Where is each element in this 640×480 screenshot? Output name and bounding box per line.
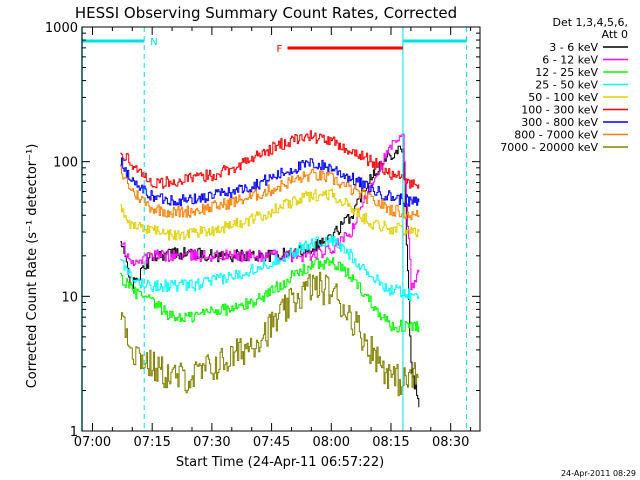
x-tick-label: 08:30 (432, 435, 469, 450)
legend-label-2: 12 - 25 keV (535, 66, 598, 79)
x-tick-label: 08:00 (313, 435, 350, 450)
series-line-0 (120, 145, 420, 408)
series-line-3 (120, 234, 420, 302)
legend-header-line-2: Att 0 (602, 28, 628, 41)
legend-label-8: 7000 - 20000 keV (500, 141, 598, 154)
y-tick-label: 1000 (45, 21, 78, 36)
legend-label-1: 6 - 12 keV (542, 54, 598, 67)
x-tick-label: 07:30 (193, 435, 230, 450)
legend-label-4: 50 - 100 keV (528, 91, 598, 104)
legend-header: Det 1,3,4,5,6, Att 0 (552, 16, 628, 41)
series-line-8 (120, 271, 420, 397)
series-line-4 (120, 188, 420, 241)
chart-title: HESSI Observing Summary Count Rates, Cor… (75, 4, 457, 22)
y-tick-label: 1 (70, 425, 78, 440)
legend-label-0: 3 - 6 keV (549, 41, 598, 54)
x-tick-label: 07:00 (74, 435, 111, 450)
legend-label-5: 100 - 300 keV (521, 104, 598, 117)
legend-label-6: 300 - 800 keV (521, 116, 598, 129)
x-tick-label: 07:15 (133, 435, 170, 450)
x-axis-label: Start Time (24-Apr-11 06:57:22) (176, 455, 384, 470)
y-axis-label: Corrected Count Rate (s⁻¹ detector⁻¹) (25, 144, 40, 389)
y-tick-label: 100 (53, 156, 78, 171)
plot-frame (81, 26, 481, 432)
y-tick-label: 10 (61, 290, 78, 305)
series-line-5 (120, 130, 420, 189)
legend-label-3: 25 - 50 keV (535, 79, 598, 92)
legend-header-line-1: Det 1,3,4,5,6, (552, 16, 628, 29)
series-line-7 (120, 166, 420, 221)
x-tick-label: 08:15 (372, 435, 409, 450)
legend-label-7: 800 - 7000 keV (514, 129, 598, 142)
series-line-2 (120, 257, 420, 333)
flare-marker-label: F (277, 44, 283, 55)
footer-timestamp: 24-Apr-2011 08:29 (561, 469, 636, 478)
x-tick-label: 07:45 (253, 435, 290, 450)
night-marker-label: N (150, 37, 157, 48)
